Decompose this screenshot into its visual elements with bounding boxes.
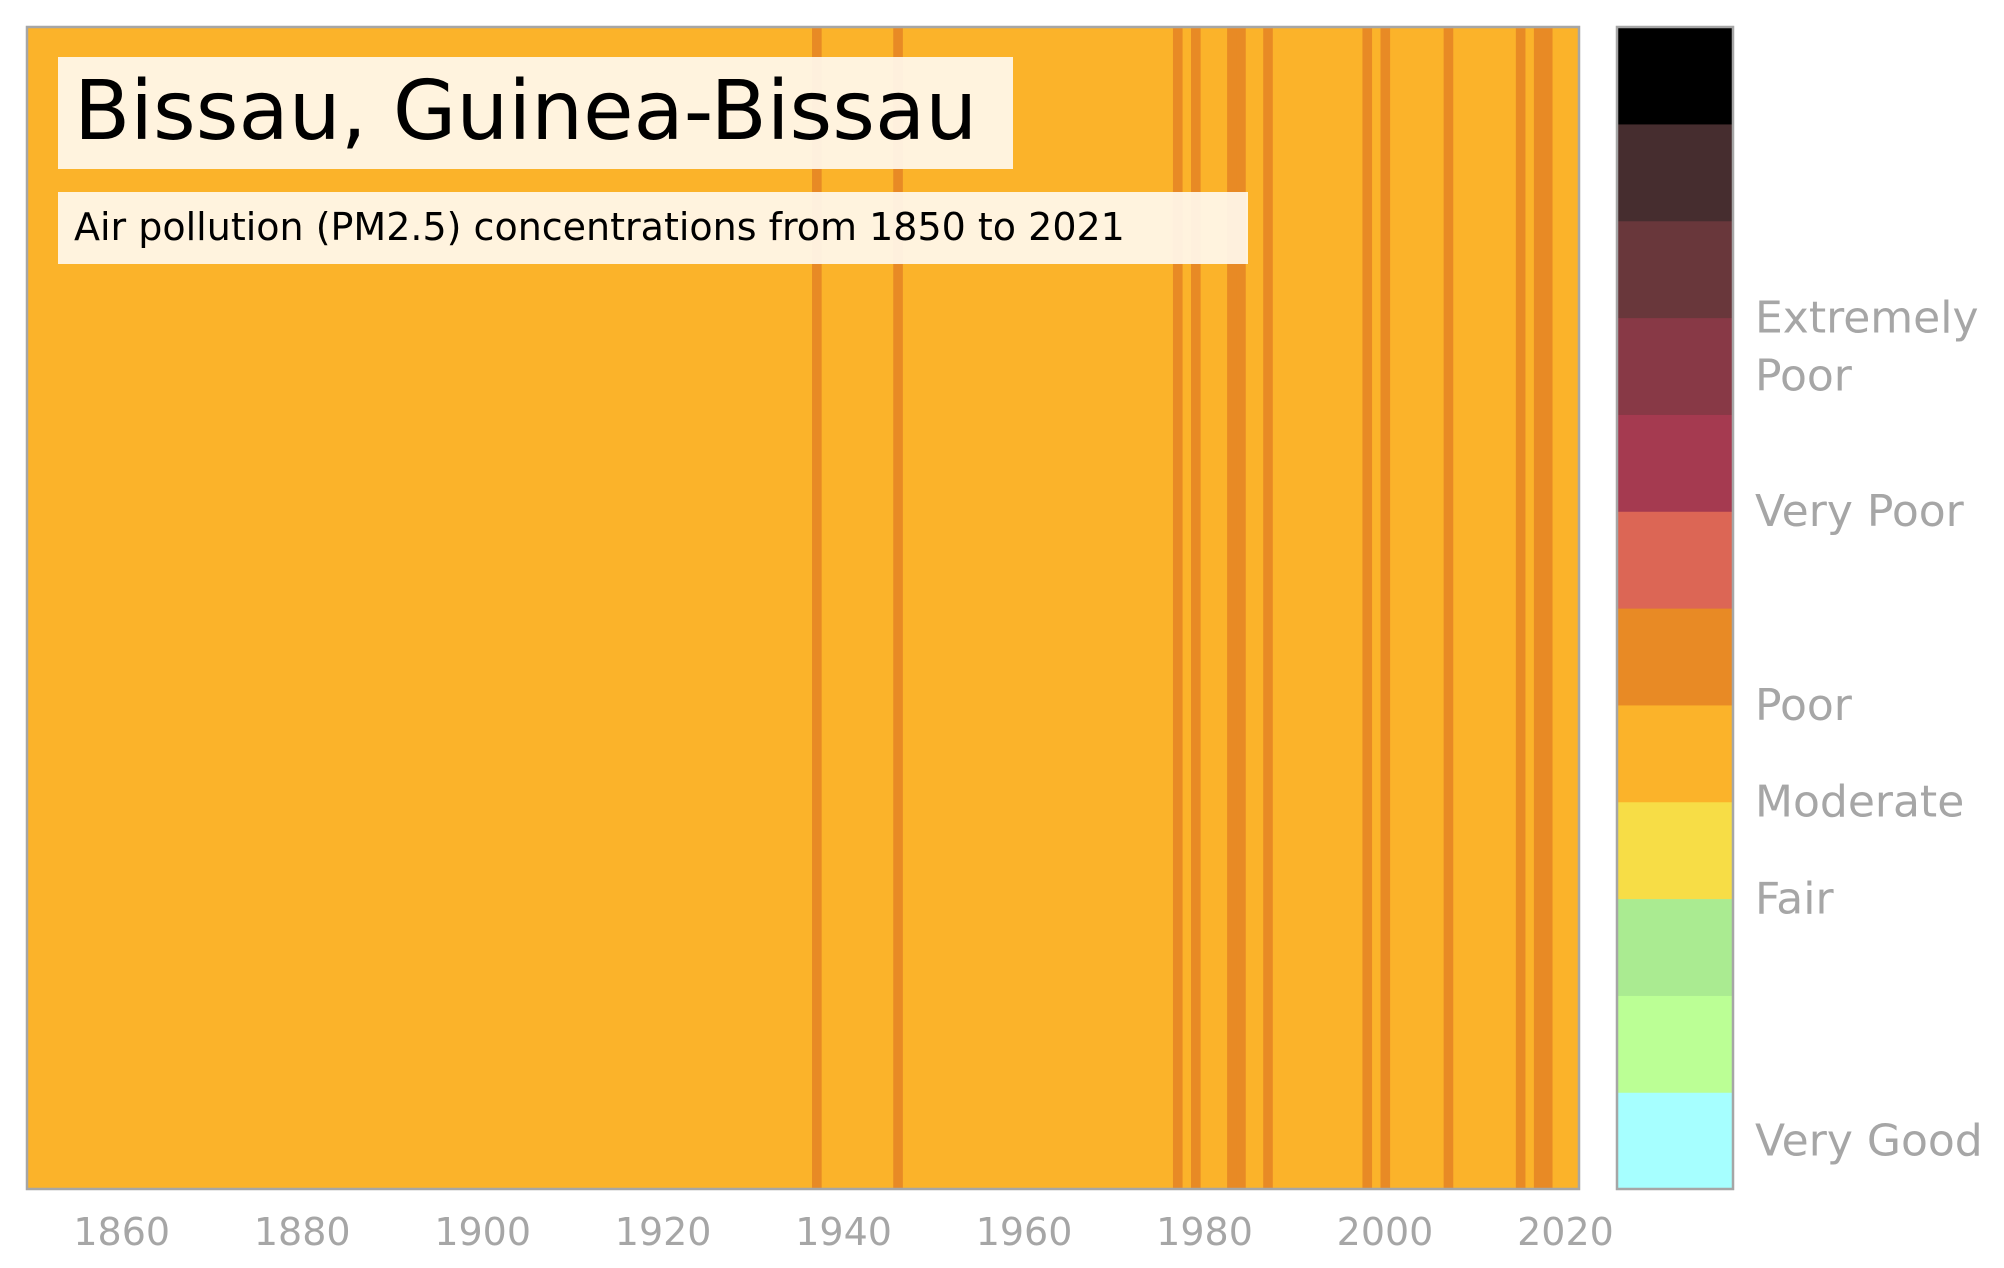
- colorbar-label-fair: Fair: [1755, 874, 1834, 925]
- stripe-1984: [1236, 27, 1246, 1189]
- colorbar-segment-2: [1617, 898, 1733, 996]
- x-tick-1940: 1940: [795, 1210, 892, 1254]
- colorbar-label-very-poor: Very Poor: [1755, 486, 1965, 537]
- colorbar-segment-0: [1617, 1092, 1733, 1190]
- chart-title: Bissau, Guinea-Bissau: [74, 64, 978, 159]
- colorbar-segment-4: [1617, 704, 1733, 803]
- x-tick-1860: 1860: [73, 1210, 170, 1254]
- colorbar-segment-8: [1617, 317, 1733, 415]
- colorbar-segment-11: [1617, 27, 1733, 125]
- colorbar-label-moderate: Moderate: [1755, 777, 1964, 828]
- title-box: [58, 57, 1013, 169]
- colorbar-segment-3: [1617, 801, 1733, 900]
- colorbar-frame: [1615, 25, 1735, 1191]
- colorbar-segment-10: [1617, 123, 1733, 222]
- x-tick-1900: 1900: [434, 1210, 531, 1254]
- stripe-2017: [1533, 27, 1544, 1189]
- colorbar-segment-5: [1617, 608, 1733, 706]
- colorbar-labels: Very Good Fair Moderate Poor Very Poor Extrem…: [1755, 293, 1983, 1167]
- colorbar-label-extremely-poor: Extremely Poor: [1755, 293, 1978, 402]
- x-tick-1980: 1980: [1156, 1210, 1253, 1254]
- colorbar-segment-9: [1617, 220, 1733, 319]
- x-tick-1920: 1920: [615, 1210, 712, 1254]
- colorbar-segment-6: [1617, 511, 1733, 609]
- stripe-1979: [1191, 27, 1201, 1189]
- colorbar-label-poor: Poor: [1755, 680, 1853, 731]
- stripe-2007: [1443, 27, 1454, 1189]
- stripe-2018: [1542, 27, 1553, 1189]
- x-tick-1880: 1880: [254, 1210, 351, 1254]
- stripe-2000: [1380, 27, 1391, 1189]
- stripe-1977: [1172, 27, 1183, 1189]
- stripe-1983: [1227, 27, 1237, 1189]
- x-tick-1960: 1960: [976, 1210, 1073, 1254]
- plot-frame: [25, 25, 1581, 1191]
- colorbar-segment-1: [1617, 995, 1733, 1093]
- stripe-1937: [812, 27, 822, 1189]
- chart-subtitle: Air pollution (PM2.5) concentrations fro…: [74, 205, 1125, 249]
- x-axis: 1860 1880 1900 1920 1940 1960 1980 2000 2020: [73, 1210, 1613, 1254]
- colorbar-segment-7: [1617, 414, 1733, 512]
- subtitle-box: [58, 192, 1248, 264]
- stripe-2015: [1515, 27, 1526, 1189]
- stripe-1946: [893, 27, 903, 1189]
- stripe-1998: [1362, 27, 1373, 1189]
- stripe-1987: [1263, 27, 1273, 1189]
- x-tick-2000: 2000: [1337, 1210, 1434, 1254]
- colorbar-label-very-good: Very Good: [1755, 1116, 1983, 1167]
- x-tick-2020: 2020: [1517, 1210, 1614, 1254]
- colorbar: [1617, 27, 1733, 1190]
